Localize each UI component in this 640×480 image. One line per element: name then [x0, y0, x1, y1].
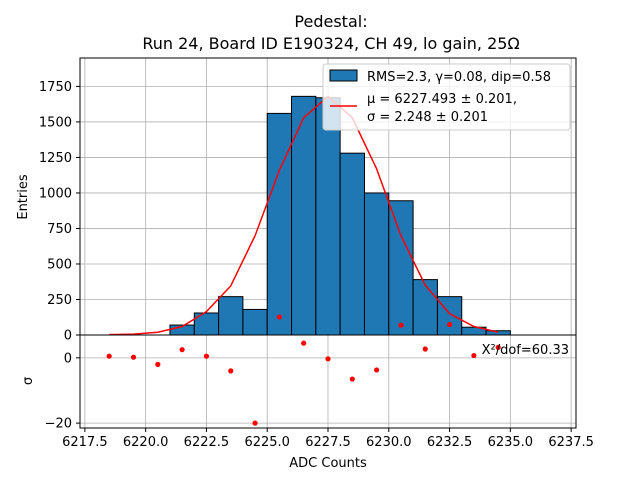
- chart-subtitle: Run 24, Board ID E190324, CH 49, lo gain…: [142, 34, 519, 53]
- histogram-bar-6: [315, 97, 341, 336]
- residual-y-ticks: 0 −20: [45, 351, 80, 432]
- histogram-bar-7: [339, 152, 365, 336]
- x-tick-label-3: 6225.0: [244, 435, 290, 450]
- residual-point-12: [398, 322, 404, 328]
- legend-box: [322, 63, 571, 131]
- fit-curve: [109, 95, 499, 336]
- main-y-tick-label-4: 1000: [39, 186, 72, 201]
- residual-point-14: [446, 321, 453, 328]
- x-axis-label: ADC Counts: [289, 456, 367, 471]
- histogram-bar-5: [291, 95, 317, 336]
- legend-histogram-label: RMS=2.3, γ=0.08, dip=0.58: [367, 70, 551, 85]
- residual-y-tick-label-1: −20: [45, 417, 72, 432]
- fit-curve-line: [109, 95, 499, 336]
- residual-point-8: [301, 340, 307, 346]
- x-tick-label-7: 6235.0: [488, 435, 534, 450]
- x-tick-label-5: 6230.0: [366, 435, 412, 450]
- main-y-tick-label-7: 1750: [39, 80, 72, 95]
- histogram-bar-8: [363, 192, 390, 336]
- main-y-tick-label-6: 1500: [39, 115, 72, 130]
- histogram-bars: [169, 95, 511, 336]
- residual-y-axis-label: σ: [21, 377, 36, 385]
- histogram-bar-11: [436, 296, 463, 336]
- legend: RMS=2.3, γ=0.08, dip=0.58 μ = 6227.493 ±…: [322, 63, 571, 131]
- x-tick-label-0: 6217.5: [62, 435, 108, 450]
- legend-fit-label-line2: σ = 2.248 ± 0.201: [367, 110, 488, 125]
- residual-y-tick-label-0: 0: [64, 351, 72, 366]
- y-axis-label: Entries: [16, 174, 31, 220]
- x-tick-label-8: 6237.5: [548, 435, 594, 450]
- chart-title: Pedestal:: [294, 12, 367, 31]
- main-y-ticks: 0 250 500 750 1000 1250 1500 1750: [39, 80, 80, 344]
- main-y-tick-label-1: 250: [47, 293, 72, 308]
- residual-point-0: [106, 353, 112, 359]
- main-y-tick-label-3: 750: [47, 222, 72, 237]
- residual-point-2: [155, 361, 161, 367]
- residual-point-10: [349, 376, 355, 382]
- x-tick-label-1: 6220.0: [123, 435, 169, 450]
- residual-point-15: [471, 352, 477, 359]
- residual-points: [106, 314, 501, 426]
- histogram-bar-9: [388, 200, 414, 336]
- residual-point-6: [252, 420, 258, 426]
- main-y-tick-label-5: 1250: [39, 151, 72, 166]
- residual-point-5: [228, 368, 234, 374]
- x-tick-label-2: 6222.5: [184, 435, 230, 450]
- residual-point-11: [374, 367, 380, 373]
- residual-point-4: [203, 353, 210, 359]
- residual-point-13: [422, 346, 428, 352]
- histogram-bar-4: [266, 112, 293, 336]
- histogram-bar-10: [412, 279, 438, 336]
- legend-fit-label-line1: μ = 6227.493 ± 0.201,: [367, 92, 517, 107]
- residual-point-16: [495, 344, 501, 350]
- main-y-tick-label-2: 500: [47, 257, 72, 272]
- x-tick-label-4: 6227.5: [305, 435, 351, 450]
- histogram-bar-13: [485, 330, 511, 336]
- chi-square-annotation: X²/dof=60.33: [482, 343, 569, 358]
- residual-point-1: [130, 354, 137, 360]
- residual-point-7: [276, 314, 282, 320]
- x-ticks: 6217.5 6220.0 6222.5 6225.0 6227.5 6230.0 6232…: [62, 428, 594, 450]
- residual-point-9: [325, 356, 331, 362]
- histogram-bar-3: [242, 308, 268, 336]
- legend-histogram-swatch: [329, 69, 358, 82]
- main-y-tick-label-0: 0: [64, 329, 72, 344]
- x-tick-label-6: 6232.5: [427, 435, 473, 450]
- histogram-bar-2: [218, 296, 244, 336]
- residual-point-3: [179, 347, 185, 353]
